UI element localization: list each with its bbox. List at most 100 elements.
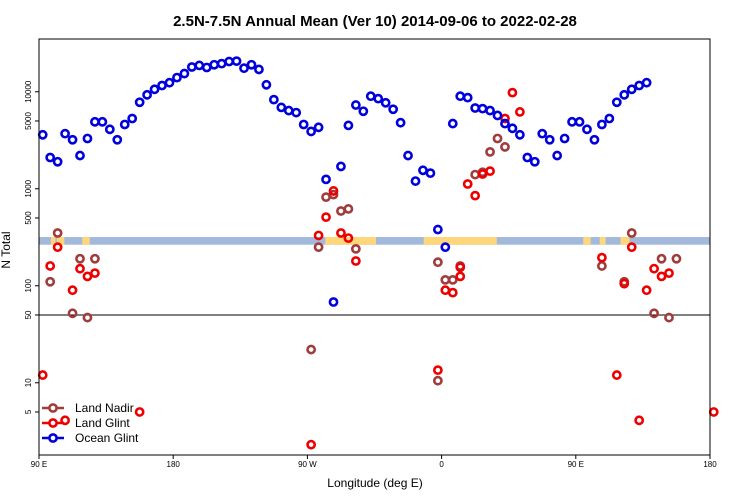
data-point [119,119,130,130]
data-point [321,192,331,203]
data-point [291,107,302,118]
data-point [45,261,56,271]
data-point [90,253,100,264]
data-point [358,106,369,117]
data-point [507,123,518,134]
data-point [455,91,466,102]
data-point [90,116,100,127]
data-point [432,365,443,376]
land-segment [423,237,497,245]
data-point [336,161,346,172]
data-point [611,97,622,108]
data-point [418,165,428,176]
data-point [194,60,205,71]
data-point [90,268,100,279]
data-point [373,93,384,104]
data-point [276,102,287,113]
data-point [157,80,167,91]
y-tick-label: 1000 [24,179,33,197]
data-point [485,166,495,177]
y-axis: 5 10 50 100 500 1000 5000 10000 [24,80,39,414]
data-point [186,62,197,72]
data-point [328,189,339,200]
data-point [313,230,324,241]
data-point [432,257,443,268]
x-axis-label: Longitude (deg E) [327,476,422,490]
x-tick-label: 180 [167,460,181,469]
data-point [380,97,391,108]
data-point [321,174,331,185]
data-point [268,94,279,105]
data-point [52,242,63,253]
data-point [336,228,346,238]
data-point [82,312,93,323]
data-point [649,263,659,274]
data-point [485,146,495,157]
data-point [261,79,272,90]
legend-label: Ocean Glint [75,431,139,445]
y-tick-label: 5000 [24,112,33,130]
data-point [447,287,458,298]
data-point [306,344,317,355]
data-point [619,278,630,289]
data-point [470,103,481,113]
plot-frame [38,38,711,456]
data-point [432,224,443,235]
data-point [537,128,548,139]
data-point [60,415,70,426]
data-point [67,308,78,319]
data-point [500,142,510,152]
data-point [619,89,630,100]
data-point [365,91,376,102]
data-point [52,156,63,167]
data-point [425,168,436,179]
data-point [313,122,324,133]
data-point [664,268,674,279]
data-point [582,124,592,135]
data-point [82,133,93,144]
x-tick-label: 90 E [568,460,584,469]
data-point [514,129,525,140]
data-point [246,59,257,70]
data-point [298,119,309,130]
legend-label: Land Nadir [75,401,134,415]
data-point [634,415,645,426]
data-point [596,252,607,263]
series-land-nadir [45,133,682,386]
data-points [37,56,719,450]
data-point [708,407,719,417]
data-point [432,375,443,386]
data-point [343,204,354,214]
data-point [626,84,637,95]
data-point [492,110,503,121]
data-point [164,77,175,88]
data-point [350,243,361,254]
y-tick-label: 500 [24,211,33,225]
data-point [589,134,600,145]
data-point [343,233,354,244]
data-point [455,271,466,282]
y-tick-label: 10 [24,378,33,387]
data-point [626,228,637,238]
land-segment [620,237,630,245]
data-point [134,97,145,108]
data-point [500,113,510,124]
data-point [671,253,682,264]
data-point [306,126,317,137]
data-point [634,80,645,91]
data-point [60,128,70,139]
series-land-glint [37,87,719,450]
data-point [134,407,145,417]
data-point [328,297,339,307]
data-point [440,285,451,296]
data-point [656,253,667,264]
data-point [641,77,652,88]
data-point [52,228,63,238]
x-axis: 90 E 180 90 W 0 90 E 180 [31,455,717,469]
data-point [559,133,570,144]
data-point [343,120,354,131]
data-point [75,253,85,264]
data-point [611,370,622,380]
data-point [172,72,182,83]
data-point [596,261,607,271]
